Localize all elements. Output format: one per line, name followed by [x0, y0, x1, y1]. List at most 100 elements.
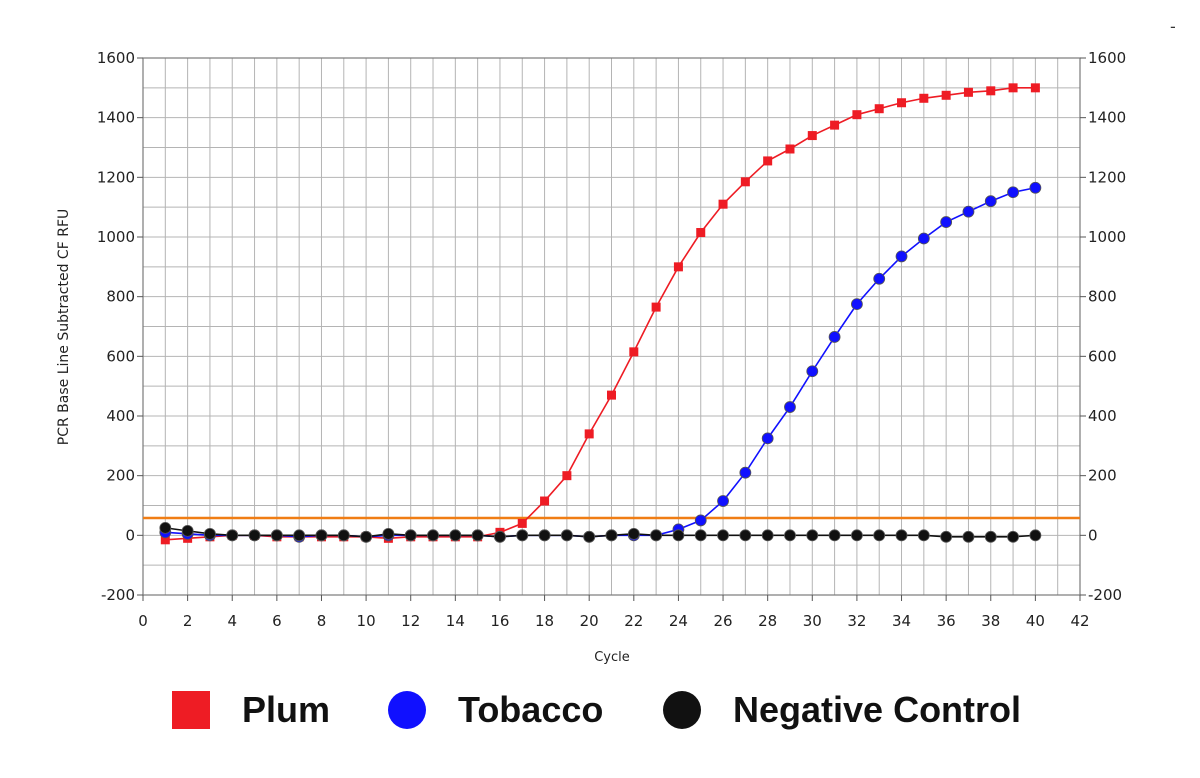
data-point-tobacco [739, 466, 752, 479]
data-point-negative-control [806, 529, 819, 542]
data-point-plum [718, 199, 728, 209]
x-tick-label: 40 [1026, 612, 1045, 630]
data-point-plum [807, 131, 817, 141]
data-point-plum [986, 86, 996, 96]
data-point-tobacco [940, 216, 953, 228]
data-point-negative-control [382, 527, 395, 540]
y-tick-label-left: 1400 [97, 109, 135, 127]
y-tick-label-left: 600 [106, 347, 135, 365]
x-tick-label: 16 [490, 612, 509, 630]
data-point-tobacco [828, 331, 841, 343]
data-point-plum [160, 535, 170, 545]
data-point-negative-control [605, 529, 618, 542]
data-point-negative-control [650, 529, 663, 542]
data-point-negative-control [293, 529, 306, 542]
y-tick-label-left: 400 [106, 407, 135, 425]
x-tick-label: 18 [535, 612, 554, 630]
y-tick-label-right: 1200 [1088, 168, 1126, 186]
data-point-negative-control [404, 529, 417, 542]
data-point-tobacco [1007, 186, 1019, 199]
series-negative-control [159, 521, 1042, 543]
legend-item-plum: Plum [172, 688, 330, 732]
x-tick-label: 36 [937, 612, 956, 630]
x-tick-label: 28 [758, 612, 777, 630]
x-tick-label: 42 [1070, 612, 1089, 630]
x-tick-label: 34 [892, 612, 911, 630]
series-group [159, 83, 1042, 545]
data-point-plum [852, 110, 862, 120]
data-point-negative-control [427, 529, 439, 542]
series-tobacco [159, 181, 1042, 543]
data-point-plum [785, 144, 795, 154]
legend-item-tobacco: Tobacco [388, 688, 603, 732]
y-tick-label-left: 200 [106, 467, 135, 485]
data-point-negative-control [1007, 530, 1019, 543]
data-point-negative-control [315, 529, 328, 542]
data-point-plum [830, 120, 840, 130]
data-point-tobacco [694, 514, 707, 527]
x-tick-label: 12 [401, 612, 420, 630]
y-tick-label-left: 800 [106, 288, 135, 306]
data-point-plum [540, 496, 550, 506]
data-point-negative-control [940, 530, 953, 543]
data-point-negative-control [917, 529, 930, 542]
data-point-negative-control [627, 527, 640, 540]
y-tick-label-right: 400 [1088, 407, 1117, 425]
data-point-tobacco [873, 272, 886, 285]
y-tick-label-right: 1600 [1088, 49, 1126, 67]
data-point-plum [517, 518, 527, 528]
data-point-plum [941, 90, 951, 100]
chart-svg: 0 2 4 6 8 10 12 14 16 18 20 22 24 26 28 30 32 34 36 38 40 42-… [56, 17, 1176, 665]
x-tick-label: 0 [138, 612, 148, 630]
x-tick-label: 2 [183, 612, 193, 630]
data-point-negative-control [360, 530, 372, 543]
negative-control-circle-icon [663, 691, 701, 729]
data-point-tobacco [717, 495, 729, 507]
y-tick-label-right: 800 [1088, 288, 1117, 306]
y-axis-label: PCR Base Line Subtracted CF RFU [56, 209, 72, 445]
data-point-negative-control [851, 529, 863, 542]
series-line-plum [165, 87, 1036, 541]
data-point-plum [584, 429, 594, 439]
legend-label-negative-control: Negative Control [733, 689, 1022, 730]
y-tick-label-right: 200 [1088, 467, 1117, 485]
data-point-negative-control [739, 529, 752, 542]
data-point-tobacco [895, 250, 908, 263]
data-point-negative-control [248, 529, 261, 542]
plot-frame [142, 57, 1081, 596]
data-point-negative-control [560, 529, 573, 542]
data-point-negative-control [761, 529, 774, 542]
tobacco-circle-icon [388, 691, 426, 729]
plum-square-icon [172, 691, 210, 729]
data-point-negative-control [471, 529, 484, 542]
x-tick-label: 4 [227, 612, 237, 630]
x-tick-label: 30 [803, 612, 822, 630]
y-tick-label-right: 1400 [1088, 109, 1126, 127]
y-tick-label-left: 0 [125, 526, 135, 544]
data-point-negative-control [583, 530, 596, 543]
data-point-negative-control [717, 529, 729, 542]
x-tick-label: 26 [714, 612, 733, 630]
data-point-negative-control [873, 529, 886, 542]
y-tick-label-right: 1000 [1088, 228, 1126, 246]
legend-item-negative-control: Negative Control [663, 688, 1021, 732]
data-point-plum [963, 87, 973, 97]
legend-label-tobacco: Tobacco [458, 689, 604, 730]
y-tick-label-right: 600 [1088, 347, 1117, 365]
data-point-negative-control [538, 529, 551, 542]
data-point-tobacco [761, 432, 774, 445]
data-point-negative-control [895, 529, 908, 542]
data-point-negative-control [1029, 529, 1042, 542]
x-axis-label: Cycle [594, 650, 630, 665]
axes [137, 57, 1086, 601]
data-point-tobacco [784, 401, 796, 413]
x-tick-label: 6 [272, 612, 282, 630]
data-point-plum [696, 228, 706, 238]
series-line-negative-control [165, 527, 1036, 538]
data-point-negative-control [270, 529, 283, 542]
y-tick-label-left: -200 [101, 586, 135, 604]
data-point-plum [763, 156, 773, 166]
tick-labels: 0 2 4 6 8 10 12 14 16 18 20 22 24 26 28 30 32 34 36 38 40 42-… [97, 49, 1126, 630]
data-point-tobacco [806, 365, 819, 378]
